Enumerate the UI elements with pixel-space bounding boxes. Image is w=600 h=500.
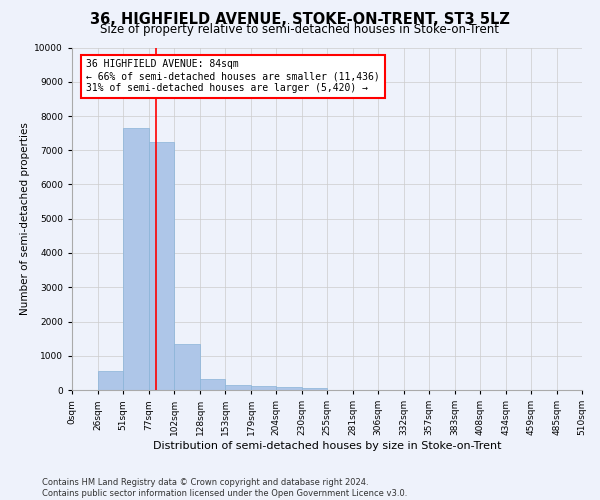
Text: 36 HIGHFIELD AVENUE: 84sqm
← 66% of semi-detached houses are smaller (11,436)
31: 36 HIGHFIELD AVENUE: 84sqm ← 66% of semi… (86, 60, 380, 92)
Y-axis label: Number of semi-detached properties: Number of semi-detached properties (20, 122, 30, 315)
X-axis label: Distribution of semi-detached houses by size in Stoke-on-Trent: Distribution of semi-detached houses by … (153, 441, 501, 451)
Text: Contains HM Land Registry data © Crown copyright and database right 2024.
Contai: Contains HM Land Registry data © Crown c… (42, 478, 407, 498)
Bar (251, 386, 276, 390)
Bar (174, 344, 200, 390)
Bar (276, 386, 302, 390)
Bar (123, 128, 149, 390)
Bar (98, 371, 123, 390)
Bar (302, 388, 327, 390)
Bar (200, 379, 225, 390)
Bar (149, 142, 174, 390)
Bar (225, 385, 251, 390)
Text: 36, HIGHFIELD AVENUE, STOKE-ON-TRENT, ST3 5LZ: 36, HIGHFIELD AVENUE, STOKE-ON-TRENT, ST… (90, 12, 510, 28)
Text: Size of property relative to semi-detached houses in Stoke-on-Trent: Size of property relative to semi-detach… (101, 22, 499, 36)
